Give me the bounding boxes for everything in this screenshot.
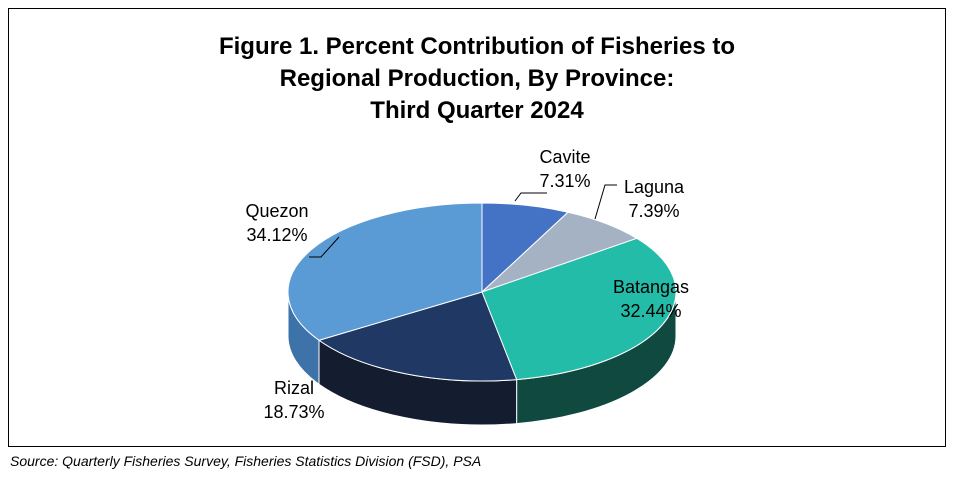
chart-frame: Figure 1. Percent Contribution of Fisher…: [8, 8, 946, 447]
chart-title-line-3: Third Quarter 2024: [370, 97, 584, 124]
label-name-laguna: Laguna: [624, 177, 685, 197]
slice-rizal: [317, 291, 518, 382]
source-note: Source: Quarterly Fisheries Survey, Fish…: [10, 453, 482, 469]
pie-sides: [287, 291, 677, 426]
chart-title-line-2: Regional Production, By Province:: [279, 65, 675, 92]
label-name-rizal: Rizal: [274, 378, 314, 398]
leader-line-quezon: [309, 236, 340, 258]
label-name-quezon: Quezon: [245, 201, 308, 221]
leader-line-laguna: [594, 184, 617, 220]
label-name-batangas: Batangas: [613, 277, 689, 297]
label-value-rizal: 18.73%: [263, 402, 324, 422]
chart-title: Figure 1. Percent Contribution of Fisher…: [9, 31, 945, 127]
label-value-cavite: 7.31%: [539, 171, 590, 191]
data-labels: Cavite 7.31% Laguna 7.39% Batangas 32.44% Riza…: [245, 147, 689, 422]
pie-tops: [287, 202, 677, 382]
leader-line-cavite: [514, 192, 547, 202]
label-name-cavite: Cavite: [539, 147, 590, 167]
slice-quezon: [287, 202, 483, 341]
slice-batangas: [481, 237, 677, 381]
label-value-quezon: 34.12%: [246, 225, 307, 245]
chart-title-line-1: Figure 1. Percent Contribution of Fisher…: [218, 33, 736, 60]
pie-chart: Cavite 7.31% Laguna 7.39% Batangas 32.44% Riza…: [245, 147, 689, 426]
label-value-laguna: 7.39%: [628, 201, 679, 221]
label-value-batangas: 32.44%: [620, 301, 681, 321]
